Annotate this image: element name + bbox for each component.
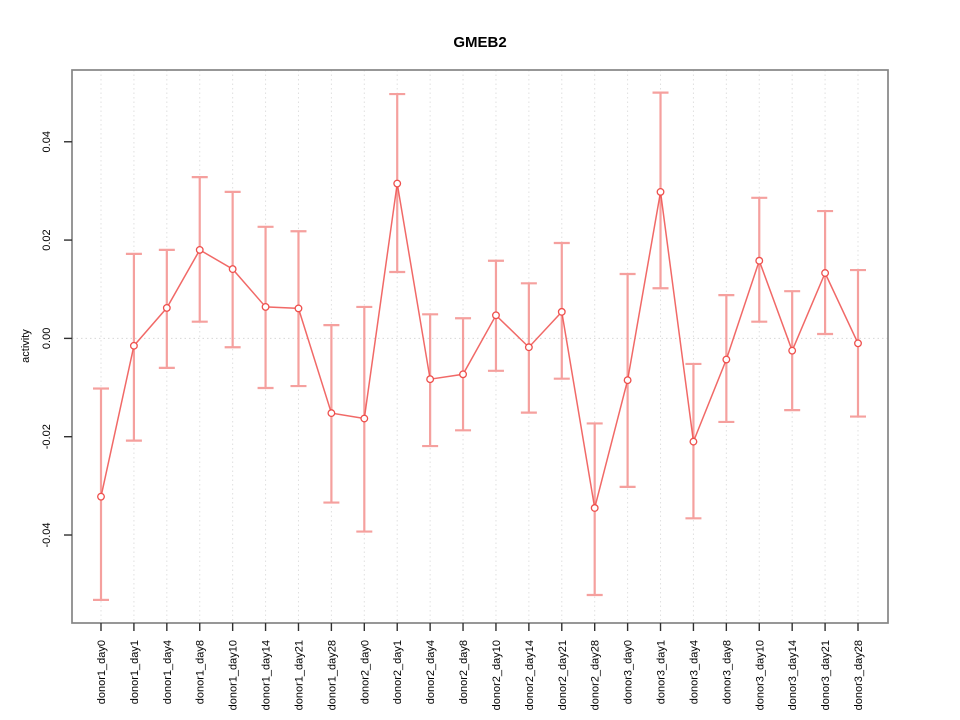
x-tick-label: donor2_day28 bbox=[590, 640, 602, 710]
x-tick-label: donor1_day1 bbox=[129, 640, 141, 704]
x-tick-label: donor2_day4 bbox=[425, 640, 437, 704]
y-tick-label: 0.04 bbox=[41, 131, 53, 152]
y-tick-label: 0.02 bbox=[41, 229, 53, 250]
x-tick-label: donor1_day8 bbox=[195, 640, 207, 704]
chart-title: GMEB2 bbox=[453, 34, 507, 51]
x-tick-label: donor3_day8 bbox=[721, 640, 733, 704]
y-tick-label: -0.04 bbox=[41, 522, 53, 547]
data-point-donor3_day14 bbox=[788, 346, 797, 355]
data-point-donor2_day28 bbox=[590, 504, 599, 512]
data-point-donor2_day1 bbox=[393, 179, 402, 188]
x-tick-label: donor1_day21 bbox=[293, 640, 305, 710]
data-point-donor1_day28 bbox=[327, 409, 336, 418]
x-tick-label: donor1_day14 bbox=[261, 640, 273, 710]
y-tick-label: 0.00 bbox=[41, 328, 53, 349]
data-point-donor1_day8 bbox=[195, 245, 204, 254]
data-point-donor2_day4 bbox=[426, 375, 435, 384]
data-point-donor3_day1 bbox=[656, 187, 665, 196]
x-tick-label: donor2_day1 bbox=[392, 640, 404, 704]
data-point-donor1_day0 bbox=[97, 492, 105, 501]
x-tick-label: donor2_day10 bbox=[491, 640, 503, 710]
data-point-donor3_day10 bbox=[755, 256, 764, 265]
x-tick-label: donor3_day21 bbox=[820, 640, 832, 710]
x-tick-label: donor3_day10 bbox=[754, 640, 766, 710]
data-point-donor3_day0 bbox=[623, 376, 632, 385]
y-tick-label: -0.02 bbox=[41, 424, 53, 449]
data-point-donor3_day21 bbox=[821, 269, 830, 277]
x-tick-label: donor3_day28 bbox=[853, 640, 865, 710]
series-line bbox=[100, 183, 859, 509]
data-point-donor1_day14 bbox=[261, 302, 270, 311]
data-point-donor1_day4 bbox=[162, 303, 171, 312]
plot-border bbox=[71, 69, 889, 624]
x-tick-label: donor1_day4 bbox=[162, 640, 174, 704]
data-point-donor2_day0 bbox=[360, 414, 369, 423]
data-point-donor2_day21 bbox=[557, 307, 566, 316]
x-tick-label: donor2_day21 bbox=[557, 640, 569, 710]
data-point-donor3_day8 bbox=[722, 355, 731, 364]
x-tick-label: donor1_day0 bbox=[96, 640, 108, 704]
x-tick-label: donor2_day0 bbox=[359, 640, 371, 704]
data-point-donor1_day21 bbox=[294, 304, 303, 313]
data-point-donor3_day28 bbox=[854, 339, 862, 348]
x-tick-label: donor3_day4 bbox=[688, 640, 700, 704]
data-point-donor2_day10 bbox=[492, 311, 500, 320]
x-tick-label: donor3_day0 bbox=[623, 640, 635, 704]
x-tick-label: donor3_day1 bbox=[656, 640, 668, 704]
data-point-donor1_day1 bbox=[129, 341, 138, 350]
x-tick-label: donor1_day10 bbox=[228, 640, 240, 710]
data-point-donor2_day14 bbox=[524, 343, 533, 352]
x-tick-label: donor1_day28 bbox=[326, 640, 338, 710]
x-tick-label: donor2_day14 bbox=[524, 640, 536, 710]
x-tick-label: donor3_day14 bbox=[787, 640, 799, 710]
x-tick-label: donor2_day8 bbox=[458, 640, 470, 704]
data-point-donor2_day8 bbox=[459, 370, 467, 379]
data-point-donor1_day10 bbox=[228, 265, 237, 274]
data-point-donor3_day4 bbox=[689, 437, 698, 446]
